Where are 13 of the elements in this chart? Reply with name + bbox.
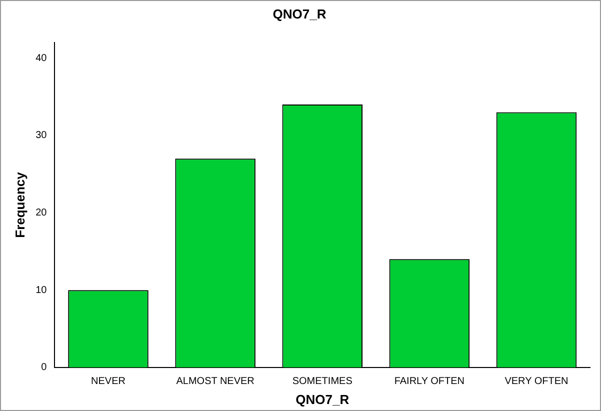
x-tick-label: VERY OFTEN <box>504 376 568 388</box>
y-tick-label: 40 <box>36 52 48 64</box>
y-tick-label: 30 <box>36 130 48 142</box>
x-tick-label: ALMOST NEVER <box>176 376 254 388</box>
chart-title: QNO7_R <box>272 6 327 22</box>
y-tick-label: 10 <box>36 284 48 296</box>
y-tick-label: 20 <box>36 207 48 218</box>
y-tick-label: 0 <box>41 362 48 374</box>
x-tick-label: SOMETIMES <box>292 376 353 388</box>
y-axis-title: Frequency <box>12 171 28 238</box>
x-tick-label: FAIRLY OFTEN <box>394 376 465 388</box>
x-tick-label: NEVER <box>91 376 126 388</box>
x-axis-title: QNO7_R <box>296 392 350 407</box>
